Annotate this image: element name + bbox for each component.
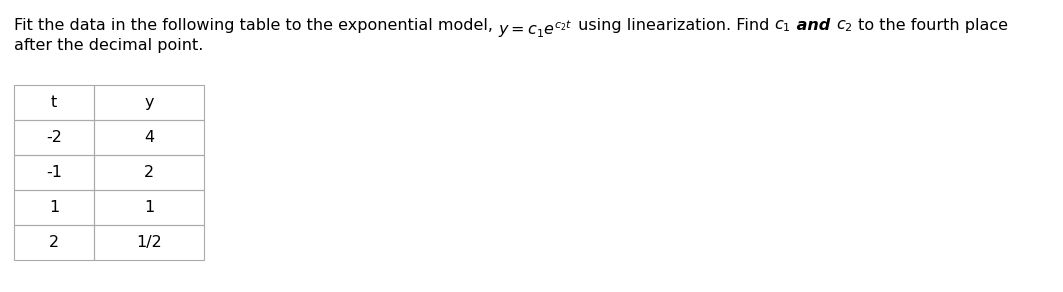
Bar <box>94 225 204 260</box>
Bar <box>94 85 204 120</box>
Text: using linearization. Find: using linearization. Find <box>573 18 774 33</box>
Bar <box>94 155 204 190</box>
Text: after the decimal point.: after the decimal point. <box>14 38 203 53</box>
Text: to the fourth place: to the fourth place <box>853 18 1008 33</box>
Text: -1: -1 <box>46 165 62 180</box>
Bar <box>14 120 94 155</box>
Text: $c_2$: $c_2$ <box>836 18 853 34</box>
Text: -2: -2 <box>46 130 62 145</box>
Text: 2: 2 <box>49 235 60 250</box>
Text: 1: 1 <box>144 200 154 215</box>
Text: t: t <box>51 95 57 110</box>
Bar <box>14 225 94 260</box>
Text: and: and <box>791 18 836 33</box>
Bar <box>94 190 204 225</box>
Text: 4: 4 <box>144 130 154 145</box>
Text: $y = c_1e^{c_2 t}$: $y = c_1e^{c_2 t}$ <box>499 18 573 40</box>
Text: 2: 2 <box>144 165 154 180</box>
Bar <box>14 190 94 225</box>
Text: y: y <box>145 95 154 110</box>
Text: Fit the data in the following table to the exponential model,: Fit the data in the following table to t… <box>14 18 499 33</box>
Text: $c_1$: $c_1$ <box>774 18 791 34</box>
Text: 1/2: 1/2 <box>136 235 162 250</box>
Bar <box>14 85 94 120</box>
Text: 1: 1 <box>49 200 60 215</box>
Bar <box>14 155 94 190</box>
Bar <box>94 120 204 155</box>
